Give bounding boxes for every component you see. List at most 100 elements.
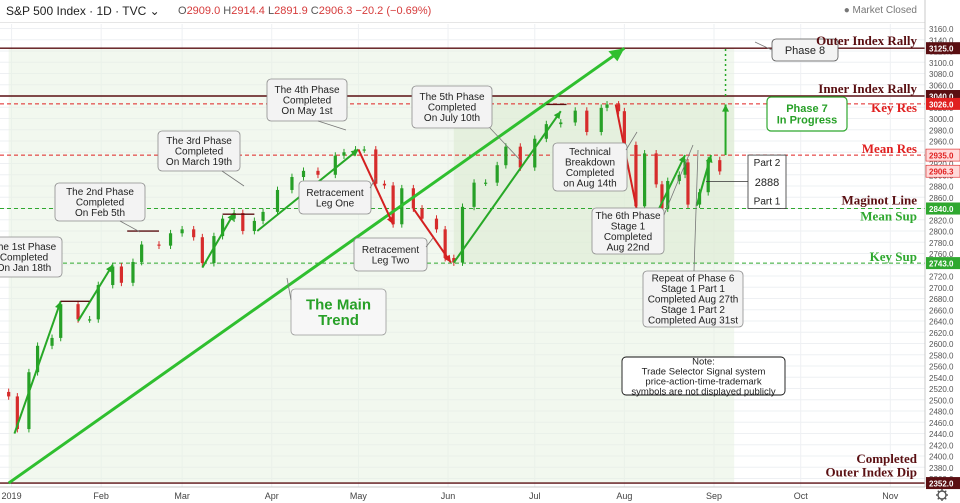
level-label: Completed Outer Index Dip [826,451,918,480]
x-tick-label: Feb [93,491,109,501]
phase-2-arrow-head [105,264,113,273]
candle-body [111,266,115,286]
y-tick-label: 3140.0 [929,36,954,45]
candle-body [50,337,54,346]
candle-body [200,237,204,264]
level-label: Maginot Line [842,193,918,208]
price-tag-text: 2935.0 [929,152,954,161]
y-tick-label: 2580.0 [929,351,954,360]
candle-body [35,345,40,373]
callout-breakdown: Technical Breakdown Completed on Aug 14th [552,142,628,192]
callout-phase-3: The 3rd Phase Completed On March 19th [157,130,241,172]
candle-body [15,396,19,430]
candle-body [232,213,236,219]
callout-leg-one: Retracement Leg One [298,180,372,215]
callout-leader [119,220,141,233]
candle-body [484,182,488,184]
y-tick-label: 2980.0 [929,126,954,135]
callout-phase-4-box [266,78,348,122]
phase-7-arrow-head [722,104,730,112]
candle-body [157,244,161,246]
candle-body [180,229,184,234]
phase-4-arrow-head [350,149,359,157]
y-tick-label: 3160.0 [929,25,954,34]
level-label: Key Sup [870,249,917,264]
ohlc-readout: O2909.0 H2914.4 L2891.9 C2906.3 −20.2 (−… [178,5,432,17]
candle-body [654,153,658,185]
candle-body [559,122,563,125]
x-tick-label: Mar [174,491,190,501]
candle-body [96,285,100,320]
candle-body [573,110,577,123]
candle-body [382,183,387,186]
callout-leg-one-text: Retracement Leg One [306,188,363,210]
gear-icon-tooth [937,497,940,500]
callout-breakdown-box [552,142,628,192]
callout-phase-3-box [157,130,241,172]
gear-icon-tooth [937,490,940,493]
callout-phase-7-text: Phase 7 In Progress [777,103,838,127]
x-tick-label: Apr [265,491,279,501]
y-axis-panel [925,0,960,503]
callout-leader [754,41,773,51]
candle-body [504,146,508,166]
candle-body [472,182,476,207]
candle-body [316,170,320,175]
candle-body [301,170,306,178]
callout-leg-one-box [298,180,372,215]
candle-body [420,208,424,219]
x-tick-label: Aug [616,491,632,501]
callout-leg-two-box [353,237,428,272]
y-tick-label: 2440.0 [929,430,954,439]
price-tag-text: 3125.0 [929,45,954,54]
candle-body [261,211,265,221]
x-tick-label: Oct [794,491,809,501]
y-tick-label: 2880.0 [929,183,954,192]
y-tick-label: 2520.0 [929,385,954,394]
market-status: ● Market Closed [843,5,917,16]
chart-header: S&P 500 Index · 1D · TVC ⌄ O2909.0 H2914… [0,0,925,23]
retracement-leg-one-arrow-head [386,216,394,225]
phase-3-arrow-head [227,213,235,222]
candle-body [290,177,294,190]
price-tag [926,202,960,215]
callout-phase-2: The 2nd Phase Completed On Feb 5th [54,182,146,222]
main-trend-line [7,46,626,485]
callout-phase-6-repeat-box [642,270,744,328]
y-tick-label: 2860.0 [929,194,954,203]
candle-body [7,391,11,397]
callout-phase-4: The 4th Phase Completed On May 1st [266,78,348,122]
phase-1-arrow-head [55,301,62,310]
price-tag-text: 2743.0 [929,260,954,269]
candle-body [252,220,256,232]
callout-breakdown-text: Technical Breakdown Completed on Aug 14th [563,147,616,190]
phase-5-arrow [453,110,562,264]
part-value-label: 2888 [755,177,779,189]
callout-note: Note: Trade Selector Signal system price-a… [621,356,786,397]
candle-body [192,229,196,238]
chevron-down-icon[interactable]: ⌄ [149,4,160,18]
price-tag [926,477,960,490]
candle-body [119,266,124,283]
x-tick-label: Jul [529,491,541,501]
y-tick-label: 2380.0 [929,464,954,473]
price-tag-text: 2906.3 [929,168,954,177]
candle-body [362,149,366,151]
level-label: Mean Sup [860,209,917,224]
candle-body [391,185,395,225]
phase-6-arrow-head [678,155,686,164]
candle-body [452,258,456,263]
y-tick-label: 2500.0 [929,396,954,405]
y-tick-label: 3060.0 [929,81,954,90]
level-label: Mean Res [862,141,917,156]
callout-phase-3-text: The 3rd Phase Completed On March 19th [166,136,232,168]
price-tag [925,148,960,162]
y-tick-label: 3000.0 [929,115,954,124]
gear-icon[interactable] [936,489,948,501]
symbol-title[interactable]: S&P 500 Index · 1D · TVC ⌄ [6,4,160,18]
y-tick-label: 2820.0 [929,216,954,225]
phase-6-repeat-arrow [695,154,713,206]
candle-body [622,111,626,145]
